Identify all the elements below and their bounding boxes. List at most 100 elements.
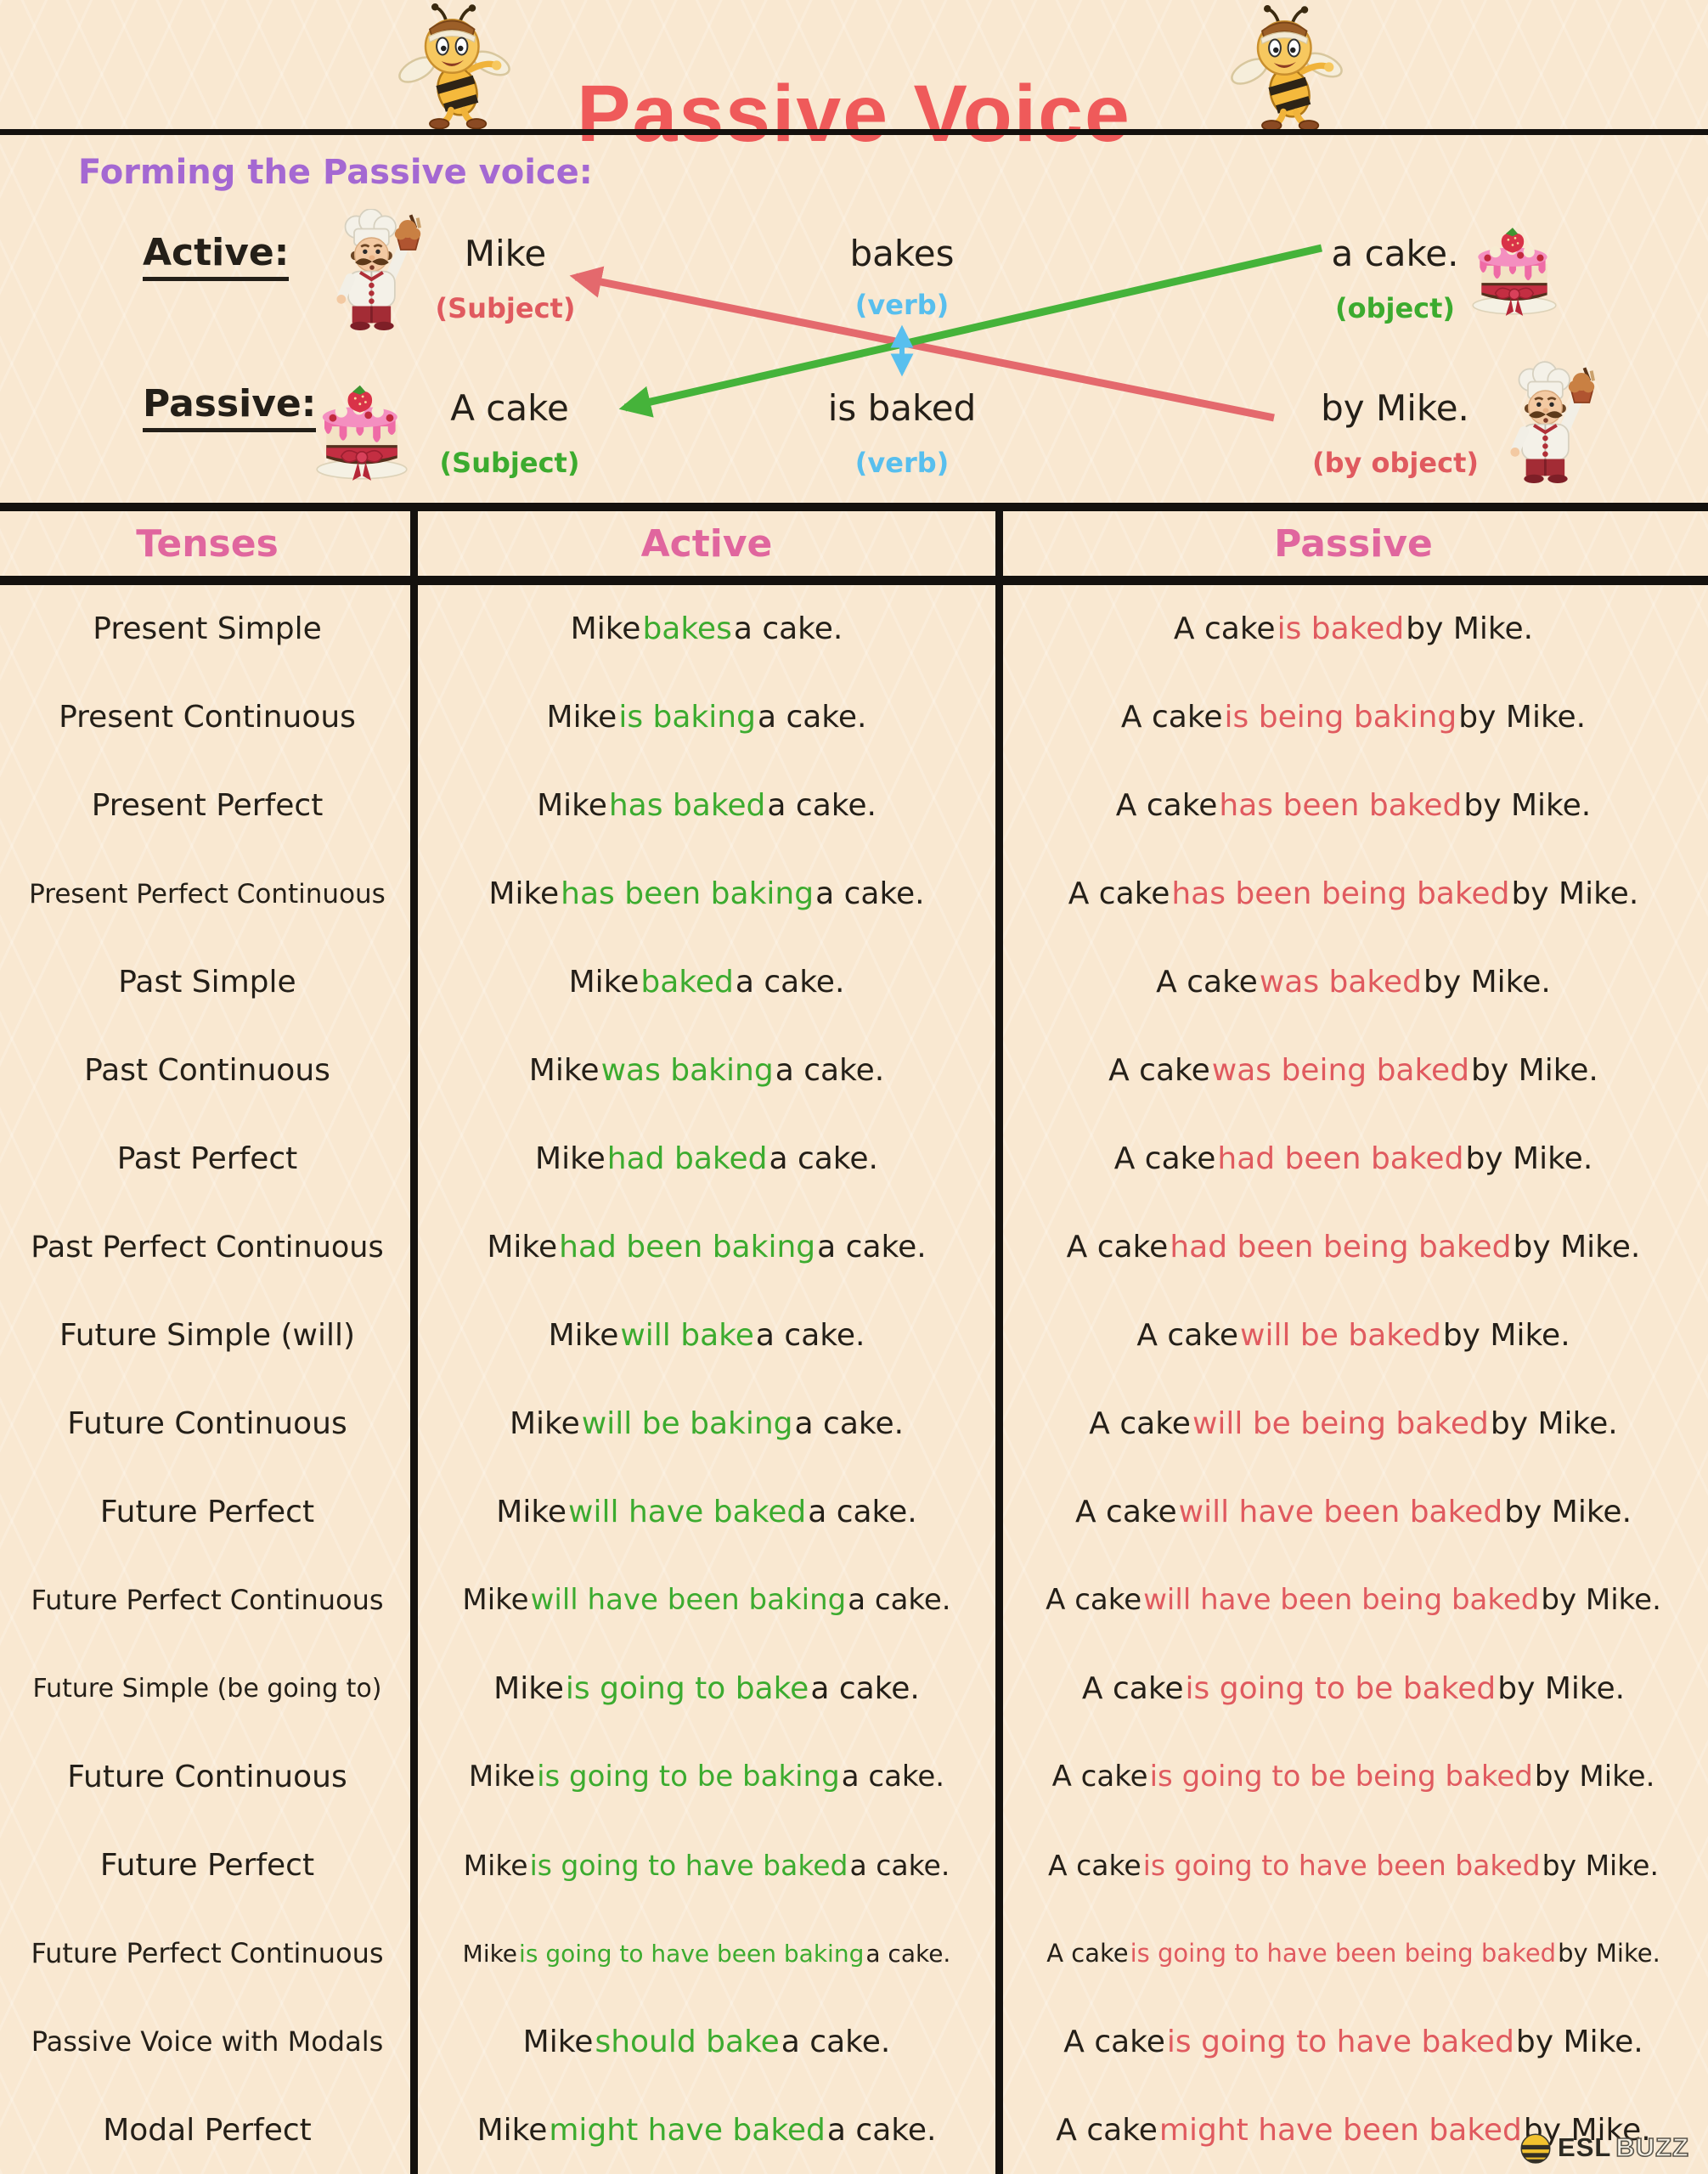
passive-verb: is going to be being baked: [1149, 1760, 1533, 1794]
table-row: Past Simple Mike baked a cake. A cake wa…: [0, 938, 1708, 1027]
passive-verb: is being baking: [1224, 700, 1457, 735]
passive-sentence: A cake is going to be baked by Mike.: [1081, 1670, 1626, 1706]
table-row: Future Perfect Continuous Mike will have…: [0, 1556, 1708, 1644]
active-object-note: (object): [1334, 292, 1456, 324]
tense-label: Present Simple: [93, 611, 322, 647]
passive-verb: is going to have been baked: [1142, 1848, 1541, 1882]
passive-sentence: A cake had been being baked by Mike.: [1066, 1230, 1641, 1265]
tense-label: Present Perfect Continuous: [29, 878, 386, 910]
table-row: Future Simple (be going to) Mike is goin…: [0, 1644, 1708, 1732]
table-body: Present Simple Mike bakes a cake. A cake…: [0, 585, 1708, 2174]
active-verb: has been baking: [561, 876, 815, 912]
passive-verb: was being baked: [1211, 1053, 1470, 1089]
passive-sentence: A cake had been baked by Mike.: [1113, 1141, 1593, 1177]
table-row: Present Perfect Mike has baked a cake. A…: [0, 762, 1708, 850]
tense-label: Past Perfect Continuous: [31, 1230, 384, 1264]
table-row: Future Perfect Mike will have baked a ca…: [0, 1467, 1708, 1556]
passive-sentence: A cake is baked by Mike.: [1173, 611, 1534, 647]
active-object: a cake.: [1331, 233, 1459, 274]
passive-sentence: A cake was baked by Mike.: [1156, 965, 1551, 1000]
active-verb: has baked: [608, 788, 766, 824]
logo-buzz-text: BUZZ: [1615, 2132, 1689, 2163]
active-verb: had been baking: [559, 1230, 816, 1265]
passive-agent-note: (by object): [1312, 447, 1479, 479]
column-divider: [410, 503, 418, 2174]
passive-verb: will have been being baked: [1143, 1583, 1540, 1618]
passive-sentence: A cake is going to have been baked by Mi…: [1048, 1848, 1659, 1882]
cake-icon: [306, 380, 418, 489]
table-row: Future Continuous Mike will be baking a …: [0, 1379, 1708, 1467]
active-verb: might have baked: [549, 2112, 826, 2148]
table-row: Passive Voice with Modals Mike should ba…: [0, 1997, 1708, 2086]
active-verb: bakes: [642, 611, 732, 647]
table-row: Future Continuous Mike is going to be ba…: [0, 1732, 1708, 1821]
passive-verb: had been being baked: [1170, 1230, 1512, 1265]
tense-label: Future Perfect Continuous: [31, 1584, 384, 1617]
tense-label: Past Continuous: [84, 1053, 330, 1089]
passive-verb: will have been baked: [1178, 1494, 1503, 1529]
active-verb: baked: [640, 965, 734, 1000]
table-row: Present Continuous Mike is baking a cake…: [0, 673, 1708, 762]
active-label: Active:: [143, 231, 290, 281]
passive-agent: by Mike.: [1321, 387, 1469, 429]
tense-label: Future Simple (be going to): [32, 1673, 382, 1704]
table-row: Future Perfect Mike is going to have bak…: [0, 1821, 1708, 1909]
passive-subject-note: (Subject): [439, 447, 580, 479]
active-verb: is going to bake: [565, 1670, 809, 1706]
passive-verb: was baked: [1259, 965, 1422, 1000]
active-verb: will have been baking: [530, 1583, 847, 1618]
passive-verb: will be being baked: [1192, 1405, 1489, 1441]
table-row: Future Simple (will) Mike will bake a ca…: [0, 1292, 1708, 1380]
table-row: Future Perfect Continuous Mike is going …: [0, 1909, 1708, 1997]
tense-table: Tenses Active Passive Present Simple Mik…: [0, 503, 1708, 2174]
active-verb-word: bakes: [849, 233, 955, 274]
tense-label: Future Perfect: [99, 1494, 315, 1529]
active-sentence: Mike has been baking a cake.: [488, 876, 925, 912]
passive-sentence: A cake will have been baked by Mike.: [1074, 1494, 1632, 1529]
passive-sentence: A cake is going to have been being baked…: [1046, 1939, 1660, 1968]
tense-label: Modal Perfect: [103, 2112, 312, 2148]
column-header-tenses: Tenses: [136, 521, 279, 566]
active-sentence: Mike baked a cake.: [568, 965, 845, 1000]
passive-verb: might have been baked: [1158, 2112, 1522, 2148]
active-verb: is going to be baking: [537, 1760, 840, 1794]
column-header-active: Active: [640, 521, 773, 566]
active-sentence: Mike has baked a cake.: [537, 788, 877, 824]
passive-verb: is going to have been being baked: [1130, 1939, 1557, 1968]
active-sentence: Mike is going to be baking a cake.: [468, 1760, 945, 1794]
tense-label: Passive Voice with Modals: [31, 2025, 384, 2059]
table-row: Present Simple Mike bakes a cake. A cake…: [0, 585, 1708, 673]
active-sentence: Mike will have baked a cake.: [496, 1494, 917, 1529]
logo-esl-text: ESL: [1558, 2132, 1612, 2162]
passive-sentence: A cake has been being baked by Mike.: [1068, 876, 1639, 912]
passive-verb: is going to be baked: [1185, 1670, 1497, 1706]
active-sentence: Mike had been baking a cake.: [487, 1230, 927, 1265]
page-title: Passive Voice: [577, 68, 1131, 159]
active-verb: had baked: [606, 1141, 768, 1177]
tense-label: Past Perfect: [116, 1141, 298, 1177]
passive-sentence: A cake has been baked by Mike.: [1115, 788, 1592, 824]
agent-to-subject-arrow: [569, 266, 1275, 422]
passive-subject: A cake: [450, 387, 569, 429]
passive-sentence: A cake will have been being baked by Mik…: [1046, 1583, 1661, 1618]
passive-verb: is going to have baked: [1166, 2024, 1514, 2059]
passive-verb-word: is baked: [827, 387, 977, 429]
passive-sentence: A cake is going to be being baked by Mik…: [1051, 1760, 1655, 1794]
tense-label: Future Perfect Continuous: [31, 1937, 384, 1970]
table-row: Present Perfect Continuous Mike has been…: [0, 850, 1708, 938]
tense-label: Future Perfect: [99, 1847, 315, 1883]
table-header-row: Tenses Active Passive: [0, 511, 1708, 576]
column-header-passive: Passive: [1274, 521, 1433, 566]
passive-verb: has been baked: [1219, 788, 1463, 824]
active-subject: Mike: [464, 233, 547, 274]
active-sentence: Mike is going to have been baking a cake…: [462, 1939, 951, 1968]
active-verb: will be baking: [581, 1405, 793, 1441]
passive-sentence: A cake is being baking by Mike.: [1120, 700, 1587, 735]
chef-icon: [1486, 360, 1605, 493]
active-sentence: Mike will have been baking a cake.: [462, 1583, 951, 1618]
passive-label: Passive:: [143, 382, 317, 432]
active-sentence: Mike had baked a cake.: [535, 1141, 878, 1177]
table-row: Modal Perfect Mike might have baked a ca…: [0, 2086, 1708, 2174]
active-sentence: Mike should bake a cake.: [522, 2024, 891, 2059]
table-row: Past Continuous Mike was baking a cake. …: [0, 1027, 1708, 1115]
